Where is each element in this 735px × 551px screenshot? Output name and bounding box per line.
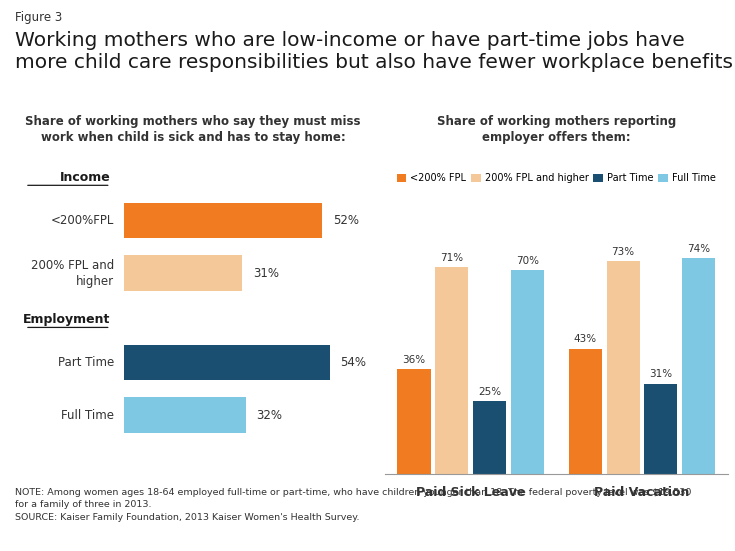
Legend: <200% FPL, 200% FPL and higher, Part Time, Full Time: <200% FPL, 200% FPL and higher, Part Tim… [392, 169, 720, 187]
Text: 31%: 31% [253, 267, 279, 279]
Text: FOUNDATION: FOUNDATION [642, 539, 688, 544]
Text: Full Time: Full Time [61, 409, 114, 422]
Text: 54%: 54% [340, 356, 366, 369]
FancyBboxPatch shape [124, 255, 243, 291]
Text: Working mothers who are low-income or have part-time jobs have
more child care r: Working mothers who are low-income or ha… [15, 31, 733, 72]
Bar [511, 270, 544, 474]
Text: 31%: 31% [649, 369, 673, 379]
Bar [644, 383, 678, 474]
Text: 52%: 52% [333, 214, 359, 227]
Text: 70%: 70% [516, 256, 539, 266]
FancyBboxPatch shape [124, 203, 323, 238]
Text: Figure 3: Figure 3 [15, 11, 62, 24]
Text: Income: Income [60, 171, 111, 184]
Text: <200%FPL: <200%FPL [51, 214, 114, 227]
Bar [473, 401, 506, 474]
Text: Employment: Employment [24, 313, 111, 326]
Bar [569, 349, 602, 474]
Bar [606, 261, 639, 474]
Text: 36%: 36% [403, 355, 426, 365]
FancyBboxPatch shape [124, 345, 330, 380]
Text: FAMILY: FAMILY [645, 527, 685, 537]
Text: Share of working mothers reporting
employer offers them:: Share of working mothers reporting emplo… [437, 115, 676, 144]
Bar [682, 258, 715, 474]
Text: KAISER: KAISER [638, 513, 692, 526]
FancyBboxPatch shape [124, 397, 246, 433]
Text: 200% FPL and
higher: 200% FPL and higher [31, 258, 114, 288]
Bar [398, 369, 431, 474]
Text: 73%: 73% [612, 247, 634, 257]
Text: Share of working mothers who say they must miss
work when child is sick and has : Share of working mothers who say they mu… [25, 115, 361, 144]
Bar [435, 267, 468, 474]
Text: Part Time: Part Time [58, 356, 114, 369]
Text: NOTE: Among women ages 18-64 employed full-time or part-time, who have children : NOTE: Among women ages 18-64 employed fu… [15, 488, 691, 522]
Text: 32%: 32% [257, 409, 282, 422]
Text: THE HENRY J.: THE HENRY J. [642, 503, 688, 508]
Text: 43%: 43% [574, 334, 597, 344]
Text: 71%: 71% [440, 253, 463, 263]
Text: 74%: 74% [687, 244, 710, 254]
Text: 25%: 25% [478, 387, 501, 397]
